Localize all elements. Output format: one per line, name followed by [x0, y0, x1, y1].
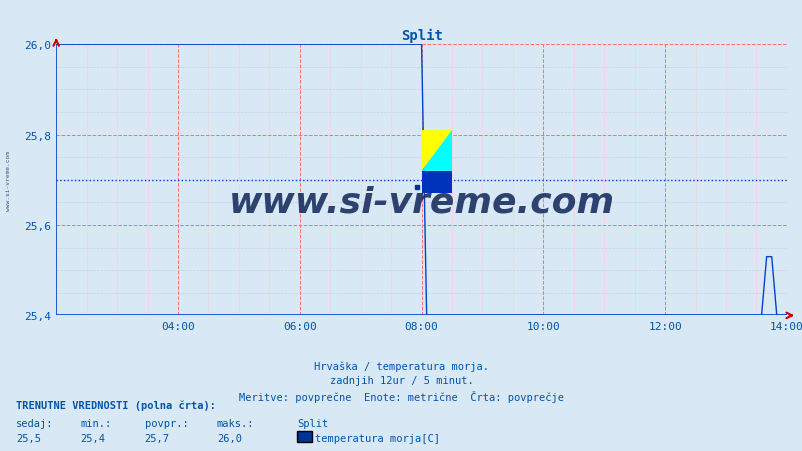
Text: TRENUTNE VREDNOSTI (polna črta):: TRENUTNE VREDNOSTI (polna črta):: [16, 399, 216, 410]
Text: 25,7: 25,7: [144, 433, 169, 443]
Text: 25,4: 25,4: [80, 433, 105, 443]
Text: maks.:: maks.:: [217, 418, 254, 428]
Title: Split: Split: [400, 28, 442, 42]
Text: min.:: min.:: [80, 418, 111, 428]
Text: zadnjih 12ur / 5 minut.: zadnjih 12ur / 5 minut.: [329, 375, 473, 385]
Text: www.si-vreme.com: www.si-vreme.com: [229, 185, 614, 219]
Text: Meritve: povprečne  Enote: metrične  Črta: povprečje: Meritve: povprečne Enote: metrične Črta:…: [239, 390, 563, 402]
Text: temperatura morja[C]: temperatura morja[C]: [314, 433, 439, 443]
Text: www.si-vreme.com: www.si-vreme.com: [6, 151, 11, 210]
Text: Split: Split: [297, 418, 328, 428]
Text: sedaj:: sedaj:: [16, 418, 54, 428]
Text: 26,0: 26,0: [217, 433, 241, 443]
Bar: [421, 171, 452, 193]
Text: 25,5: 25,5: [16, 433, 41, 443]
Text: Hrvaška / temperatura morja.: Hrvaška / temperatura morja.: [314, 361, 488, 371]
Polygon shape: [421, 131, 452, 171]
Text: povpr.:: povpr.:: [144, 418, 188, 428]
Polygon shape: [421, 131, 452, 171]
